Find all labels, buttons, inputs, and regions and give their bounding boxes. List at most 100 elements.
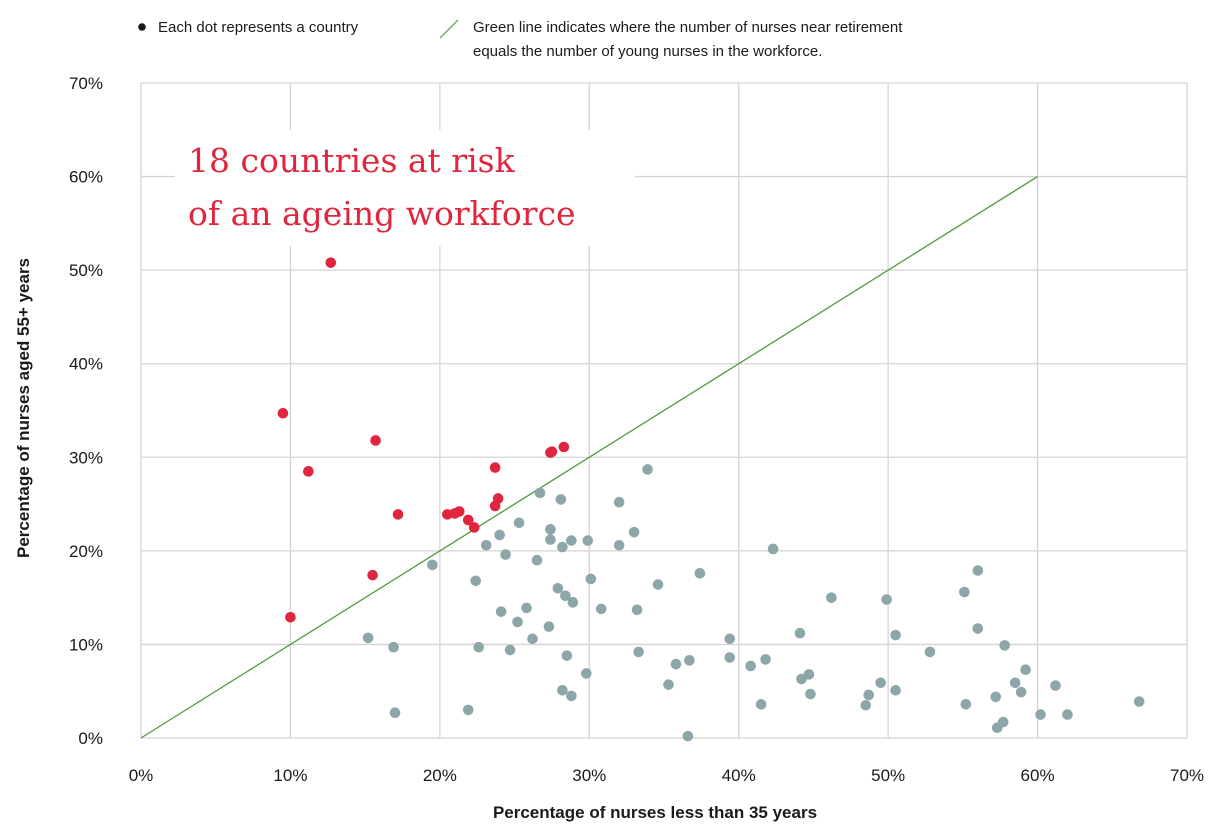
country-point [462, 704, 474, 716]
country-point [890, 629, 901, 641]
country-point [767, 543, 779, 555]
country-point [480, 539, 492, 551]
at-risk-country-point [303, 466, 314, 477]
country-point [567, 597, 579, 608]
country-point [1035, 709, 1046, 720]
y-tick-label: 40% [69, 355, 103, 374]
legend-line-label-1: Green line indicates where the number of… [473, 19, 903, 36]
country-point [642, 464, 653, 475]
country-point [860, 699, 872, 711]
country-point [561, 650, 573, 661]
country-point [427, 559, 438, 571]
country-point [543, 621, 555, 632]
country-point [745, 660, 756, 672]
country-point [633, 646, 644, 658]
country-point [803, 669, 815, 680]
annotation-line-2: of an ageing workforce [188, 194, 576, 233]
country-point [1062, 709, 1073, 720]
country-point [881, 594, 892, 605]
country-point [960, 699, 972, 710]
country-point [500, 549, 511, 560]
country-point [582, 535, 594, 546]
country-point [512, 616, 523, 628]
country-point [613, 539, 625, 551]
y-axis-title: Percentage of nurses aged 55+ years [14, 258, 33, 558]
y-tick-label: 50% [69, 261, 103, 280]
country-point [585, 573, 597, 585]
y-tick-labels: 0% 10% 20% 30% 40% 50% 60% 70% [69, 74, 103, 748]
x-tick-label: 60% [1021, 766, 1055, 785]
x-tick-label: 50% [871, 766, 905, 785]
country-point [557, 684, 568, 696]
country-point [999, 640, 1010, 651]
data-points [277, 257, 1145, 742]
y-tick-label: 20% [69, 542, 103, 561]
country-point [875, 677, 886, 689]
country-point [1020, 664, 1031, 675]
country-point [473, 641, 485, 653]
y-tick-label: 0% [78, 729, 103, 748]
y-tick-label: 10% [69, 635, 103, 654]
country-point [628, 526, 640, 538]
country-point [555, 494, 567, 505]
country-point [997, 716, 1009, 728]
x-tick-label: 30% [572, 766, 606, 785]
country-point [566, 535, 577, 546]
country-point [527, 633, 538, 645]
at-risk-country-point [489, 500, 501, 512]
x-tick-label: 20% [423, 766, 457, 785]
at-risk-country-point [545, 447, 556, 458]
at-risk-country-point [370, 435, 381, 446]
at-risk-country-point [367, 569, 378, 581]
at-risk-country-point [277, 408, 289, 419]
country-point [684, 655, 695, 666]
country-point [1015, 686, 1027, 698]
country-point [521, 602, 532, 614]
country-point [670, 658, 682, 670]
legend-line-icon [439, 19, 459, 39]
grid-lines [140, 82, 1188, 739]
country-point [362, 632, 374, 644]
country-point [724, 633, 736, 645]
country-point [495, 606, 507, 617]
at-risk-country-point [449, 508, 461, 519]
country-point [1133, 696, 1145, 707]
y-tick-label: 30% [69, 448, 103, 467]
x-tick-labels: 0% 10% 20% 30% 40% 50% 60% 70% [129, 766, 1204, 785]
at-risk-country-point [462, 514, 474, 526]
country-point [580, 668, 592, 679]
country-point [631, 604, 643, 616]
country-point [557, 541, 568, 553]
annotation-line-1: 18 countries at risk [188, 141, 516, 180]
country-point [595, 603, 607, 615]
x-tick-label: 10% [273, 766, 307, 785]
at-risk-country-point [325, 257, 337, 268]
country-point [663, 679, 674, 690]
legend-dot-label: Each dot represents a country [158, 19, 359, 36]
country-point [552, 582, 564, 594]
x-tick-label: 70% [1170, 766, 1204, 785]
x-tick-label: 0% [129, 766, 154, 785]
country-point [1009, 677, 1021, 689]
country-point [972, 565, 984, 576]
country-point [545, 524, 556, 535]
country-point [760, 654, 771, 665]
at-risk-country-point [558, 441, 570, 453]
y-tick-label: 70% [69, 74, 103, 93]
country-point [890, 684, 901, 696]
country-point [805, 688, 816, 700]
country-point [794, 627, 806, 639]
country-point [513, 517, 525, 529]
country-point [724, 652, 736, 663]
country-point [682, 730, 694, 742]
country-point [613, 496, 625, 508]
country-point [534, 487, 546, 499]
country-point [504, 644, 516, 656]
country-point [652, 579, 664, 590]
country-point [959, 586, 970, 598]
country-point [755, 699, 767, 710]
country-point [494, 529, 505, 541]
country-point [990, 691, 1002, 703]
legend-line-label-2: equals the number of young nurses in the… [473, 43, 822, 60]
